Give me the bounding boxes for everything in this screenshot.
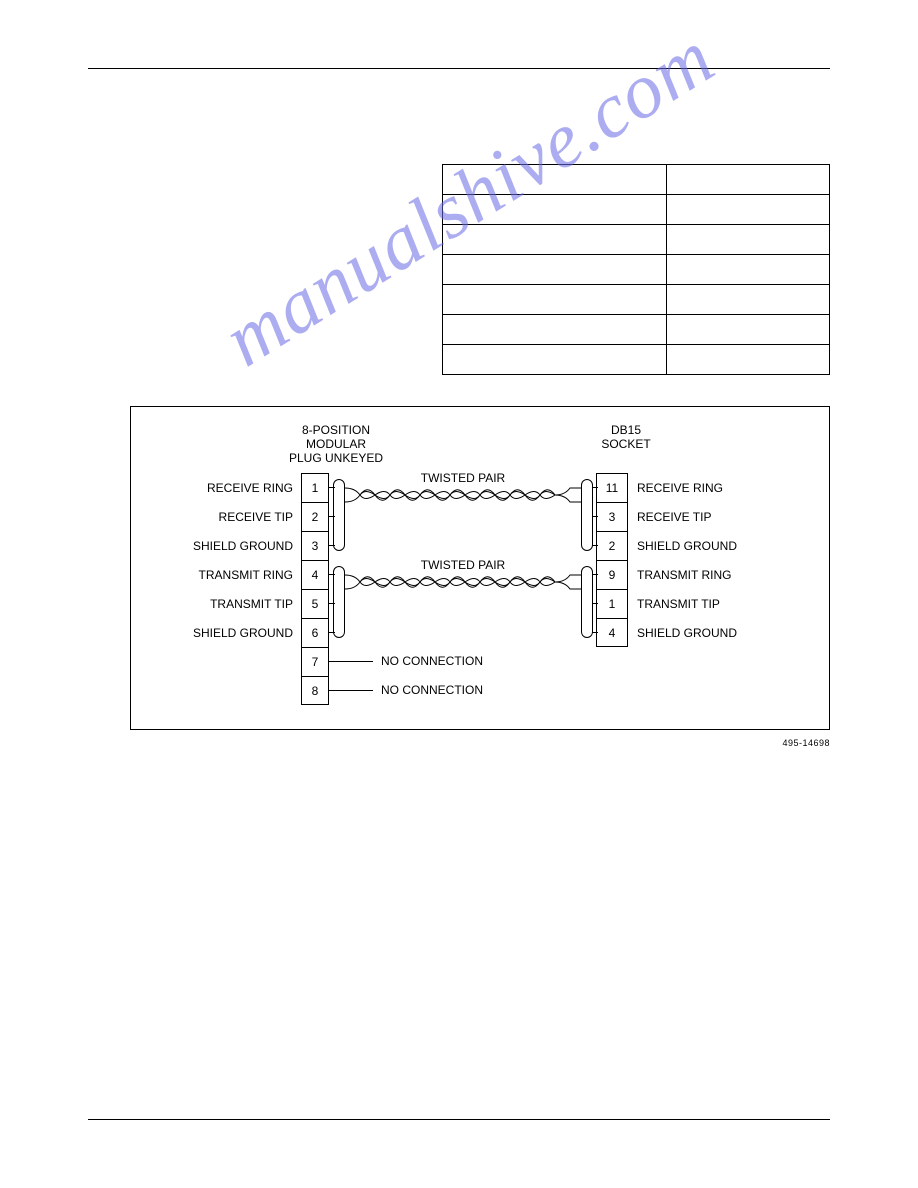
pin-table <box>442 164 830 375</box>
right-pin: 4 <box>597 619 627 648</box>
top-rule <box>88 68 830 69</box>
right-connector: 11 3 2 9 1 4 <box>596 473 628 647</box>
left-signal-label: TRANSMIT TIP <box>143 597 293 611</box>
hdr-line: DB15 <box>611 423 641 437</box>
lead <box>592 574 598 575</box>
lead <box>329 632 335 633</box>
shield-left-1 <box>333 479 345 551</box>
twisted-pair-label-1: TWISTED PAIR <box>393 471 533 485</box>
table-row <box>443 165 830 195</box>
nc-line-8 <box>329 690 373 691</box>
shield-right-1 <box>581 479 593 551</box>
page: 8-POSITION MODULAR PLUG UNKEYED DB15 SOC… <box>88 68 830 1120</box>
right-signal-label: RECEIVE RING <box>637 481 797 495</box>
right-signal-label: RECEIVE TIP <box>637 510 797 524</box>
right-signal-label: SHIELD GROUND <box>637 626 797 640</box>
lead <box>592 603 598 604</box>
pin-table-body <box>443 165 830 375</box>
table-row <box>443 225 830 255</box>
table-row <box>443 255 830 285</box>
left-pin: 3 <box>302 532 328 561</box>
lead <box>592 516 598 517</box>
bottom-rule <box>88 1119 830 1120</box>
left-connector-header: 8-POSITION MODULAR PLUG UNKEYED <box>271 423 401 465</box>
left-pin: 8 <box>302 677 328 706</box>
right-pin: 11 <box>597 474 627 503</box>
shield-left-2 <box>333 566 345 638</box>
lead <box>329 487 335 488</box>
left-pin: 5 <box>302 590 328 619</box>
table-row <box>443 195 830 225</box>
twisted-pair-2 <box>345 572 581 592</box>
nc-label-8: NO CONNECTION <box>381 683 483 697</box>
left-connector: 1 2 3 4 5 6 7 8 <box>301 473 329 705</box>
right-signal-label: TRANSMIT RING <box>637 568 797 582</box>
right-pin: 2 <box>597 532 627 561</box>
left-pin: 4 <box>302 561 328 590</box>
lead <box>592 632 598 633</box>
left-pin: 7 <box>302 648 328 677</box>
hdr-line: 8-POSITION <box>302 423 370 437</box>
lead <box>329 545 335 546</box>
hdr-line: MODULAR <box>306 437 366 451</box>
left-pin: 6 <box>302 619 328 648</box>
right-signal-label: TRANSMIT TIP <box>637 597 797 611</box>
lead <box>592 545 598 546</box>
left-pin: 2 <box>302 503 328 532</box>
figure-reference: 495-14698 <box>782 738 830 748</box>
right-pin: 3 <box>597 503 627 532</box>
right-pin: 9 <box>597 561 627 590</box>
shield-right-2 <box>581 566 593 638</box>
wiring-diagram: 8-POSITION MODULAR PLUG UNKEYED DB15 SOC… <box>130 406 830 730</box>
lead <box>329 516 335 517</box>
twisted-pair-label-2: TWISTED PAIR <box>393 558 533 572</box>
table-row <box>443 285 830 315</box>
lead <box>329 574 335 575</box>
left-signal-label: SHIELD GROUND <box>143 539 293 553</box>
left-signal-label: SHIELD GROUND <box>143 626 293 640</box>
twisted-pair-1 <box>345 485 581 505</box>
hdr-line: SOCKET <box>601 437 650 451</box>
right-pin: 1 <box>597 590 627 619</box>
lead <box>329 603 335 604</box>
hdr-line: PLUG UNKEYED <box>289 451 383 465</box>
left-pin: 1 <box>302 474 328 503</box>
lead <box>592 487 598 488</box>
right-connector-header: DB15 SOCKET <box>561 423 691 451</box>
nc-line-7 <box>329 661 373 662</box>
left-signal-label: RECEIVE RING <box>143 481 293 495</box>
table-row <box>443 315 830 345</box>
table-row <box>443 345 830 375</box>
left-signal-label: TRANSMIT RING <box>143 568 293 582</box>
right-signal-label: SHIELD GROUND <box>637 539 797 553</box>
nc-label-7: NO CONNECTION <box>381 654 483 668</box>
left-signal-label: RECEIVE TIP <box>143 510 293 524</box>
